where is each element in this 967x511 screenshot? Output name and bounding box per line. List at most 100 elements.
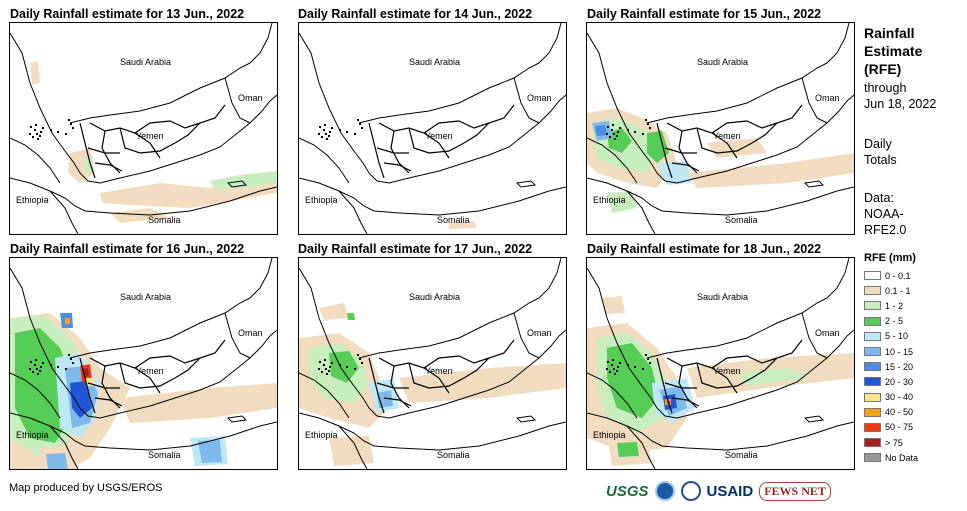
fews-net-logo: FEWS NET	[759, 481, 831, 501]
map-label-saudi: Saudi Arabia	[120, 57, 171, 67]
legend-label: 0.1 - 1	[885, 285, 911, 296]
water-feature	[359, 123, 361, 125]
water-feature	[612, 124, 614, 126]
rainfall-area	[707, 138, 767, 158]
map-svg: Saudi Arabia Oman Yemen Ethiopia Somalia	[299, 258, 566, 469]
water-feature	[329, 131, 331, 133]
water-feature	[57, 366, 59, 368]
water-feature	[613, 368, 615, 370]
water-feature	[32, 371, 34, 373]
through-date: through Jun 18, 2022	[864, 80, 964, 112]
map-label-ethiopia: Ethiopia	[305, 195, 338, 205]
rainfall-area	[399, 363, 566, 403]
water-feature	[34, 129, 36, 131]
governorate-boundary	[79, 357, 96, 414]
saudi-yemen-border	[646, 297, 828, 359]
governorate-boundary	[376, 147, 409, 154]
island	[803, 415, 825, 423]
governorate-boundary	[87, 382, 120, 389]
water-feature	[361, 362, 363, 364]
map-label-saudi: Saudi Arabia	[697, 57, 748, 67]
legend-label: 40 - 50	[885, 407, 914, 418]
governorate-boundary	[94, 162, 123, 172]
map-label-yemen: Yemen	[136, 131, 164, 141]
water-feature	[647, 123, 649, 125]
water-feature	[617, 366, 619, 368]
panel-title: Daily Rainfall estimate for 16 Jun., 202…	[10, 242, 245, 256]
water-feature	[616, 370, 618, 372]
legend-item: 40 - 50	[864, 405, 918, 420]
governorate-boundary	[423, 120, 490, 134]
map-label-saudi: Saudi Arabia	[697, 292, 748, 302]
map-label-somalia: Somalia	[725, 450, 758, 460]
governorate-boundary	[423, 355, 490, 369]
water-feature	[321, 371, 323, 373]
oman-yemen-border	[513, 312, 540, 359]
water-feature	[346, 366, 348, 368]
data-source: Data: NOAA- RFE2.0	[864, 190, 964, 238]
legend-swatch	[864, 422, 881, 432]
legend-heading: Rainfall Estimate (RFE)	[864, 24, 964, 78]
governorate-boundary	[174, 339, 226, 379]
coastline	[299, 267, 566, 419]
ethiopia-somalia-border	[338, 425, 368, 469]
african-coast	[299, 177, 566, 216]
map-svg: Saudi Arabia Oman Yemen Ethiopia Somalia	[587, 258, 854, 469]
rainfall-area	[70, 381, 92, 418]
governorate-boundary	[664, 147, 697, 154]
legend-label: 1 - 2	[885, 300, 904, 311]
water-feature	[70, 123, 72, 125]
african-coast	[587, 177, 854, 216]
water-feature	[614, 373, 616, 375]
water-feature	[611, 364, 613, 366]
water-feature	[647, 358, 649, 360]
island	[226, 415, 248, 423]
map-label-oman: Oman	[238, 328, 263, 338]
governorate-boundary	[368, 357, 385, 414]
governorate-boundary	[79, 122, 96, 179]
rainfall-map: Saudi Arabia Oman Yemen Ethiopia Somalia	[298, 257, 567, 470]
map-label-saudi: Saudi Arabia	[120, 292, 171, 302]
water-feature	[65, 133, 67, 135]
water-feature	[37, 138, 39, 140]
governorate-boundary	[134, 355, 201, 369]
eritrea-coast	[10, 137, 61, 184]
water-feature	[40, 131, 42, 133]
water-feature	[616, 135, 618, 137]
eritrea-coast	[587, 372, 638, 419]
legend-item: 1 - 2	[864, 298, 918, 313]
map-label-somalia: Somalia	[148, 450, 181, 460]
water-feature	[50, 364, 52, 366]
governorate-boundary	[89, 357, 161, 394]
water-feature	[619, 362, 621, 364]
legend-swatch	[864, 407, 881, 417]
governorate-boundary	[671, 397, 700, 407]
rainfall-area	[46, 453, 68, 469]
water-feature	[642, 133, 644, 135]
water-feature	[329, 366, 331, 368]
map-svg: Saudi Arabia Oman Yemen Ethiopia Somalia	[299, 23, 566, 234]
water-feature	[34, 364, 36, 366]
oman-yemen-border	[513, 77, 540, 124]
water-feature	[339, 364, 341, 366]
water-feature	[612, 359, 614, 361]
legend-label: 30 - 40	[885, 392, 914, 403]
governorate-boundary	[656, 357, 673, 414]
water-feature	[321, 136, 323, 138]
water-feature	[627, 129, 629, 131]
heading-line: (RFE)	[864, 61, 902, 77]
water-feature	[42, 127, 44, 129]
map-label-yemen: Yemen	[136, 366, 164, 376]
water-feature	[609, 136, 611, 138]
water-feature	[30, 126, 32, 128]
governorate-boundary	[463, 104, 515, 144]
legend-label: 5 - 10	[885, 331, 909, 342]
island	[515, 415, 537, 423]
legend-label: 20 - 30	[885, 376, 914, 387]
water-feature	[70, 358, 72, 360]
panel-title: Daily Rainfall estimate for 13 Jun., 202…	[10, 7, 245, 21]
map-label-yemen: Yemen	[713, 131, 741, 141]
water-feature	[50, 129, 52, 131]
source-line: NOAA-	[864, 207, 904, 221]
legend-swatch	[864, 347, 881, 357]
